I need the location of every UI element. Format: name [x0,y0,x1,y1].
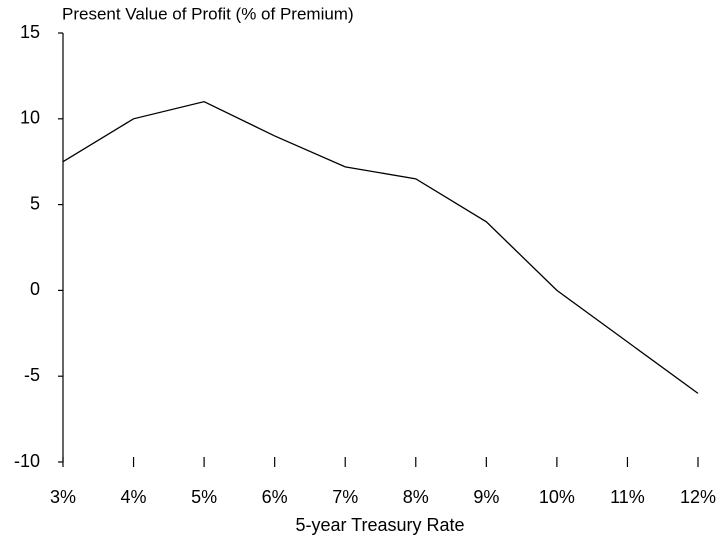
y-tick-label: 10 [20,108,40,128]
x-tick-label: 4% [121,487,147,507]
x-tick-label: 9% [473,487,499,507]
x-tick-label: 7% [332,487,358,507]
x-tick-label: 5% [191,487,217,507]
y-tick-label: 15 [20,22,40,42]
x-tick-label: 3% [50,487,76,507]
y-tick-label: -5 [24,365,40,385]
x-tick-label: 12% [680,487,716,507]
chart-title: Present Value of Profit (% of Premium) [62,4,354,23]
y-tick-label: 5 [30,193,40,213]
x-tick-label: 10% [539,487,575,507]
x-axis-label: 5-year Treasury Rate [295,515,464,535]
y-tick-label: 0 [30,279,40,299]
y-tick-label: -10 [14,451,40,471]
x-tick-label: 11% [610,487,645,507]
x-tick-label: 8% [403,487,429,507]
x-tick-label: 6% [262,487,288,507]
data-line [62,100,699,394]
